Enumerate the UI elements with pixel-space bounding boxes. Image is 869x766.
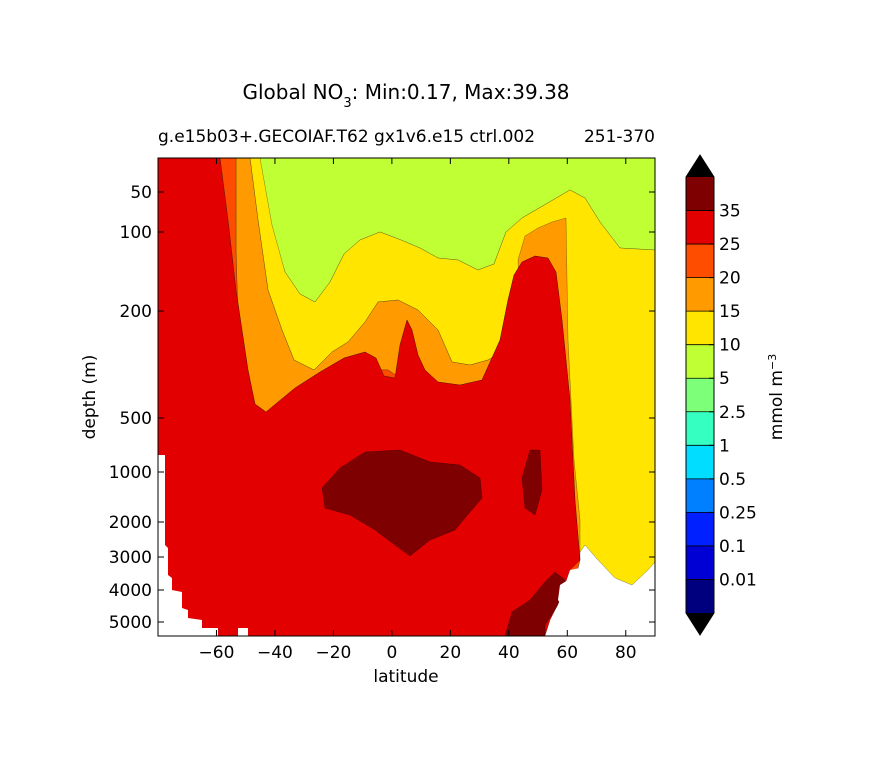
colorbar-tick-label: 25 (719, 235, 741, 255)
missing-data-mask-antarctic (158, 455, 218, 636)
missing-data-mask-arctic (545, 568, 655, 636)
colorbar-swatch (686, 277, 714, 312)
x-tick-label: 40 (498, 643, 520, 663)
chart-title: Global NO3: Min:0.17, Max:39.38 (242, 80, 569, 111)
colorbar-tick-label: 0.25 (719, 503, 757, 523)
x-axis: −60 −40 −20 0 20 40 60 80 (199, 158, 637, 663)
colorbar-tick-label: 1 (719, 436, 730, 456)
missing-data-mask-deep-south (238, 628, 248, 636)
plot-area (158, 158, 655, 636)
colorbar-tick-label: 0.1 (719, 537, 746, 557)
y-axis: 50 100 200 500 1000 2000 3000 4000 5000 (109, 183, 655, 633)
colorbar-tick-label: 0.5 (719, 470, 746, 490)
contour-fill-25-35 (158, 158, 581, 636)
colorbar-tick-label: 5 (719, 369, 730, 389)
y-axis-label: depth (m) (80, 355, 100, 440)
colorbar-tick-label: 20 (719, 269, 741, 289)
chart-subtitle-right: 251-370 (584, 127, 655, 147)
y-tick-label: 50 (130, 183, 152, 203)
y-tick-label: 100 (120, 223, 152, 243)
colorbar-swatch (686, 210, 714, 245)
colorbar-swatch (686, 579, 714, 613)
colorbar-swatch (686, 311, 714, 345)
x-tick-label: −20 (315, 643, 351, 663)
colorbar-swatch (686, 545, 714, 580)
missing-data-mask-near-60n (558, 580, 572, 610)
x-tick-label: 60 (556, 643, 578, 663)
colorbar-swatch (686, 512, 714, 546)
x-axis-label: latitude (373, 667, 438, 687)
chart-subtitle-left: g.e15b03+.GECOIAF.T62 gx1v6.e15 ctrl.002 (158, 127, 535, 147)
y-tick-label: 1000 (109, 463, 152, 483)
contour-fill-over-35 (321, 449, 566, 636)
x-tick-label: −40 (257, 643, 293, 663)
colorbar: 0.01 0.1 0.25 0.5 1 2.5 5 10 15 20 25 35 (685, 154, 757, 636)
y-tick-label: 2000 (109, 513, 152, 533)
y-tick-label: 4000 (109, 581, 152, 601)
colorbar-outline (685, 154, 715, 636)
colorbar-swatch (686, 344, 714, 379)
colorbar-tick-label: 15 (719, 302, 741, 322)
colorbar-swatch (686, 411, 714, 446)
colorbar-swatch (686, 445, 714, 479)
colorbar-swatch (686, 378, 714, 412)
colorbar-tick-label: 0.01 (719, 570, 757, 590)
y-tick-label: 5000 (109, 613, 152, 633)
colorbar-tick-label: 35 (719, 202, 741, 222)
plot-frame (157, 157, 656, 637)
y-tick-label: 500 (120, 409, 152, 429)
colorbar-tick-label: 10 (719, 336, 741, 356)
x-tick-label: 80 (615, 643, 637, 663)
colorbar-tick-label: 2.5 (719, 403, 746, 423)
x-tick-label: 0 (386, 643, 397, 663)
colorbar-swatch (686, 478, 714, 513)
colorbar-extend-max (686, 155, 714, 177)
colorbar-label: mmol m−3 (766, 354, 788, 440)
colorbar-extend-min (686, 613, 714, 635)
colorbar-swatch (686, 177, 714, 211)
colorbar-swatch (686, 244, 714, 278)
x-tick-label: 20 (440, 643, 462, 663)
x-tick-label: −60 (199, 643, 235, 663)
y-tick-label: 3000 (109, 548, 152, 568)
y-tick-label: 200 (120, 302, 152, 322)
